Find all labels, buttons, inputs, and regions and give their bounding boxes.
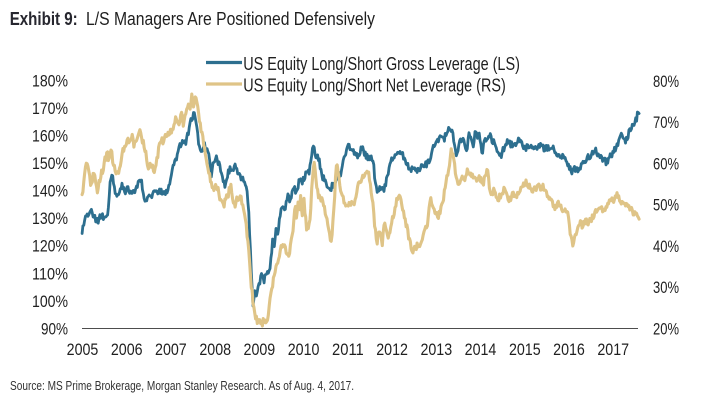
svg-text:40%: 40% bbox=[653, 238, 679, 256]
svg-text:2010: 2010 bbox=[288, 341, 320, 359]
svg-text:100%: 100% bbox=[32, 293, 68, 311]
svg-text:80%: 80% bbox=[653, 73, 679, 91]
svg-text:2006: 2006 bbox=[111, 341, 143, 359]
svg-text:20%: 20% bbox=[653, 320, 679, 338]
svg-text:90%: 90% bbox=[41, 320, 68, 338]
svg-text:140%: 140% bbox=[32, 183, 68, 201]
svg-text:50%: 50% bbox=[653, 197, 679, 215]
svg-text:US Equity Long/Short Gross Lev: US Equity Long/Short Gross Leverage (LS) bbox=[243, 53, 520, 74]
svg-text:Exhibit 9:: Exhibit 9: bbox=[10, 8, 78, 29]
svg-text:2016: 2016 bbox=[553, 341, 585, 359]
svg-text:120%: 120% bbox=[32, 238, 68, 256]
svg-text:130%: 130% bbox=[32, 210, 68, 228]
svg-text:110%: 110% bbox=[32, 265, 68, 283]
svg-text:2014: 2014 bbox=[465, 341, 497, 359]
svg-text:160%: 160% bbox=[32, 128, 68, 146]
svg-text:2008: 2008 bbox=[199, 341, 231, 359]
svg-text:30%: 30% bbox=[653, 279, 679, 297]
svg-text:2009: 2009 bbox=[244, 341, 276, 359]
svg-text:150%: 150% bbox=[32, 155, 68, 173]
svg-text:L/S Managers Are Positioned De: L/S Managers Are Positioned Defensively bbox=[86, 8, 376, 29]
svg-text:2015: 2015 bbox=[509, 341, 541, 359]
svg-text:2017: 2017 bbox=[597, 341, 629, 359]
svg-text:Source: MS Prime Brokerage, Mo: Source: MS Prime Brokerage, Morgan Stanl… bbox=[10, 379, 354, 393]
svg-text:US Equity Long/Short Net Lever: US Equity Long/Short Net Leverage (RS) bbox=[243, 74, 506, 95]
svg-text:60%: 60% bbox=[653, 155, 679, 173]
svg-text:2007: 2007 bbox=[155, 341, 187, 359]
svg-text:70%: 70% bbox=[653, 114, 679, 132]
svg-text:2005: 2005 bbox=[67, 341, 99, 359]
svg-text:180%: 180% bbox=[32, 72, 68, 90]
svg-text:170%: 170% bbox=[32, 100, 68, 118]
svg-text:2013: 2013 bbox=[420, 341, 452, 359]
svg-text:2012: 2012 bbox=[376, 341, 408, 359]
svg-text:2011: 2011 bbox=[332, 341, 364, 359]
